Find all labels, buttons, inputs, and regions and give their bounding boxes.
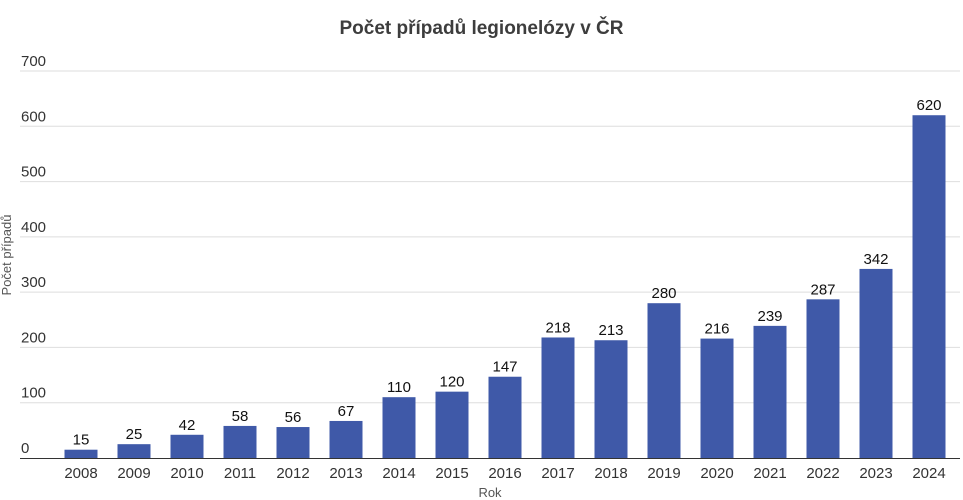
data-label: 120 [439,374,464,391]
data-label: 216 [704,321,729,338]
data-label: 25 [126,426,143,443]
chart-title: Počet případů legionelózy v ČR [339,18,624,39]
data-label: 280 [651,285,676,302]
bar [859,268,893,458]
x-tick-label: 2013 [329,465,362,482]
bar [594,340,628,458]
bar [806,299,840,458]
bar [488,376,522,458]
bar [329,420,363,458]
data-label: 213 [598,322,623,339]
x-tick-label: 2016 [488,465,521,482]
x-tick-label: 2019 [647,465,680,482]
x-tick-label: 2010 [170,465,203,482]
bars [64,115,946,458]
bar [117,444,151,458]
x-tick-label: 2018 [594,465,627,482]
x-tick-label: 2015 [435,465,468,482]
data-label: 342 [863,251,888,268]
x-tick-label: 2023 [859,465,892,482]
data-label: 287 [810,281,835,298]
x-tick-label: 2008 [64,465,97,482]
x-tick-label: 2021 [753,465,786,482]
x-tick-label: 2024 [912,465,945,482]
data-label: 110 [387,379,411,396]
y-axis-title: Počet případů [0,215,14,296]
data-label: 58 [232,408,249,425]
bar [647,303,681,458]
data-label: 42 [179,417,196,434]
data-label: 15 [73,432,90,449]
bar [382,397,416,458]
data-label: 67 [338,403,355,420]
y-tick-label: 0 [21,440,29,457]
bar [753,325,787,458]
y-tick-label: 500 [21,164,46,181]
bar [912,115,946,458]
x-tick-label: 2020 [700,465,733,482]
x-tick-label: 2012 [276,465,309,482]
x-tick-label: 2011 [224,465,256,482]
bar [700,338,734,458]
data-label: 239 [757,308,782,325]
y-tick-label: 100 [21,385,46,402]
data-label: 147 [492,359,517,376]
bar [64,449,98,458]
bar [276,427,310,458]
bar [223,425,257,458]
x-tick-label: 2022 [806,465,839,482]
x-axis-title: Rok [478,485,502,500]
y-tick-label: 200 [21,329,46,346]
bar [541,337,575,458]
y-tick-label: 700 [21,53,46,70]
data-label: 56 [285,409,302,426]
bar [170,434,204,458]
data-label: 218 [545,319,570,336]
x-tick-label: 2014 [382,465,415,482]
x-tick-label: 2009 [117,465,150,482]
y-tick-label: 600 [21,108,46,125]
x-axis-ticks: 2008 2009 2010 2011 2012 2013 2014 2015 2016 2017… [64,465,945,482]
bar [435,391,469,458]
x-tick-label: 2017 [541,465,574,482]
y-tick-label: 300 [21,274,46,291]
data-labels: 15 25 42 58 56 67 110 120 147 218 213 280 216 239 287 3… [73,97,942,448]
data-label: 620 [916,97,941,114]
y-axis-ticks: 0 100 200 300 400 500 600 700 [21,53,46,457]
y-tick-label: 400 [21,219,46,236]
